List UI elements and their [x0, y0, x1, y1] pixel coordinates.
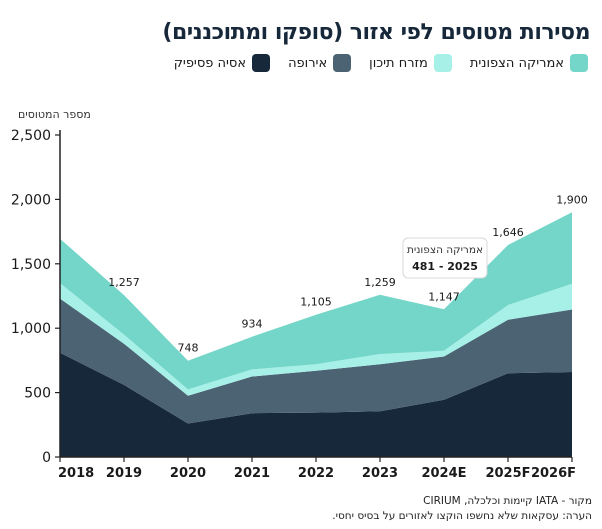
- total-data-label: 934: [242, 318, 263, 331]
- area-north-america: [60, 212, 572, 390]
- x-tick-label: 2021: [234, 466, 270, 481]
- total-data-label: 1,105: [300, 296, 332, 309]
- legend-label-asia-pacific: אסיה פסיפיק: [173, 55, 247, 71]
- legend-item-asia-pacific: אסיה פסיפיק: [173, 54, 271, 72]
- total-data-label: 1,147: [428, 290, 460, 303]
- total-data-label: 1,900: [556, 193, 588, 206]
- x-tick-label: 2026F: [531, 466, 576, 481]
- legend-item-middle-east: מזרח תיכון: [369, 54, 452, 72]
- y-tick-label: 2,500: [11, 128, 51, 144]
- total-data-label: 1,257: [108, 276, 140, 289]
- chart-footer: מקור - IATA קיימות וכלכלה, CIRIUM הערה: …: [12, 494, 592, 524]
- legend-swatch-middle-east: [433, 54, 452, 72]
- y-tick-label: 1,000: [11, 321, 51, 337]
- legend-item-north-america: אמריקה הצפונית: [470, 54, 588, 72]
- footnote: הערה: עסקאות שלא נחשפו הוקצו לאזורים על …: [332, 510, 592, 522]
- total-data-label: 748: [178, 342, 199, 355]
- chart-legend: אמריקה הצפונית מזרח תיכון אירופה אסיה פס…: [174, 54, 588, 72]
- legend-swatch-north-america: [570, 54, 588, 72]
- chart-title: מסירות מטוסים לפי אזור (סופקו ומתוכננים): [162, 20, 590, 45]
- area-middle-east: [60, 283, 572, 396]
- legend-item-europe: אירופה: [288, 54, 352, 72]
- y-axis-title: מספר המטוסים: [18, 108, 91, 121]
- x-tick-label: 2019: [106, 466, 142, 481]
- area-asia-pacific: [60, 352, 572, 457]
- x-tick-label: 2018: [58, 466, 94, 481]
- area-europe: [60, 298, 572, 424]
- legend-label-north-america: אמריקה הצפונית: [469, 55, 564, 71]
- x-tick-label: 2020: [170, 466, 206, 481]
- tooltip-box: [402, 237, 488, 279]
- x-tick-label: 2022: [298, 466, 334, 481]
- tooltip-value: 481 - 2025: [412, 260, 478, 273]
- total-data-label: 1,259: [364, 276, 396, 289]
- y-tick-label: 0: [42, 450, 51, 466]
- x-tick-label: 2025F: [485, 466, 530, 481]
- tooltip-series-label: אמריקה הצפונית: [407, 244, 483, 256]
- y-tick-label: 500: [24, 386, 51, 402]
- legend-swatch-asia-pacific: [252, 54, 271, 72]
- x-tick-label: 2023: [362, 466, 398, 481]
- legend-label-middle-east: מזרח תיכון: [369, 55, 428, 71]
- source-note: מקור - IATA קיימות וכלכלה, CIRIUM: [423, 495, 592, 507]
- legend-swatch-europe: [333, 54, 352, 72]
- legend-label-europe: אירופה: [288, 55, 328, 71]
- y-tick-label: 2,000: [11, 192, 51, 208]
- x-tick-label: 2024E: [421, 466, 466, 481]
- y-tick-label: 1,500: [11, 257, 51, 273]
- total-data-label: 1,646: [492, 226, 524, 239]
